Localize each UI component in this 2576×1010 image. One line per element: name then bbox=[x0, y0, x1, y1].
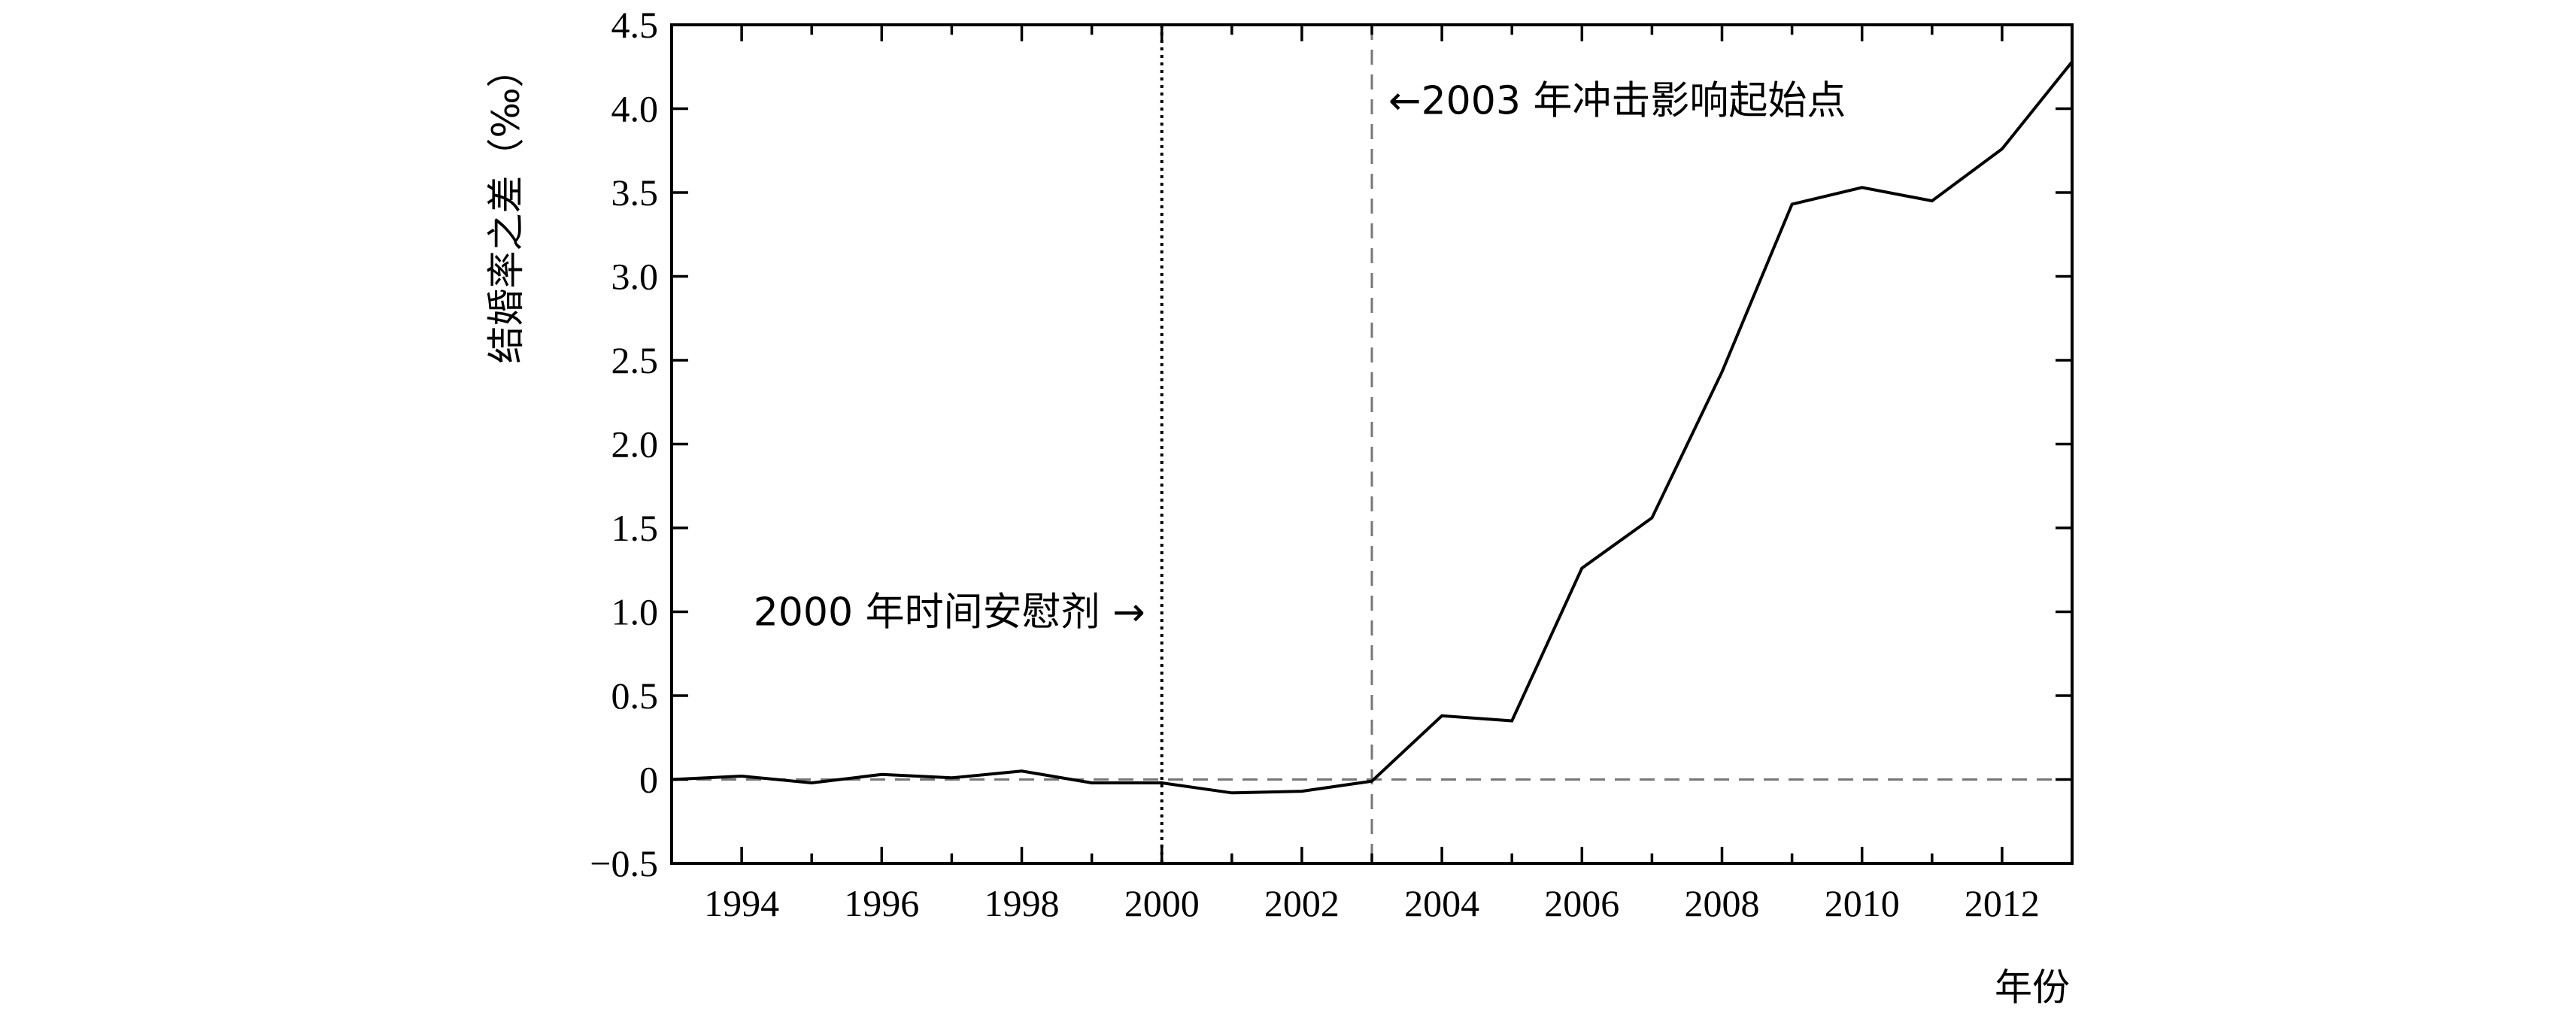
x-tick-label: 2012 bbox=[1965, 882, 2040, 924]
y-tick-label: 0.5 bbox=[611, 675, 659, 717]
y-tick-label: 2.0 bbox=[611, 423, 659, 466]
y-tick-label: 4.0 bbox=[611, 88, 659, 130]
y-axis-title: 结婚率之差（‰） bbox=[484, 50, 528, 363]
y-tick-label: 1.5 bbox=[611, 507, 659, 549]
x-tick-label: 2006 bbox=[1544, 882, 1619, 924]
y-tick-label: −0.5 bbox=[590, 842, 658, 884]
y-tick-label: 2.5 bbox=[611, 339, 659, 381]
x-axis-title: 年份 bbox=[1995, 966, 2070, 1009]
placebo-annotation: 2000 年时间安慰剂 → bbox=[754, 590, 1145, 635]
x-tick-label: 2008 bbox=[1685, 882, 1760, 924]
x-tick-label: 2010 bbox=[1825, 882, 1900, 924]
x-tick-label: 1996 bbox=[844, 882, 919, 924]
x-tick-label: 2000 bbox=[1124, 882, 1200, 924]
y-tick-label: 1.0 bbox=[611, 591, 659, 633]
x-tick-label: 1994 bbox=[704, 882, 779, 924]
plot-frame bbox=[670, 23, 2074, 865]
y-tick-label: 4.5 bbox=[611, 4, 659, 46]
shock-annotation: ←2003 年冲击影响起始点 bbox=[1388, 78, 1846, 123]
x-tick-label: 2004 bbox=[1404, 882, 1479, 924]
y-tick-label: 0 bbox=[639, 759, 658, 801]
y-tick-label: 3.5 bbox=[611, 171, 659, 214]
x-tick-label: 1998 bbox=[985, 882, 1060, 924]
y-tick-label: 3.0 bbox=[611, 256, 659, 298]
x-tick-label: 2002 bbox=[1264, 882, 1340, 924]
